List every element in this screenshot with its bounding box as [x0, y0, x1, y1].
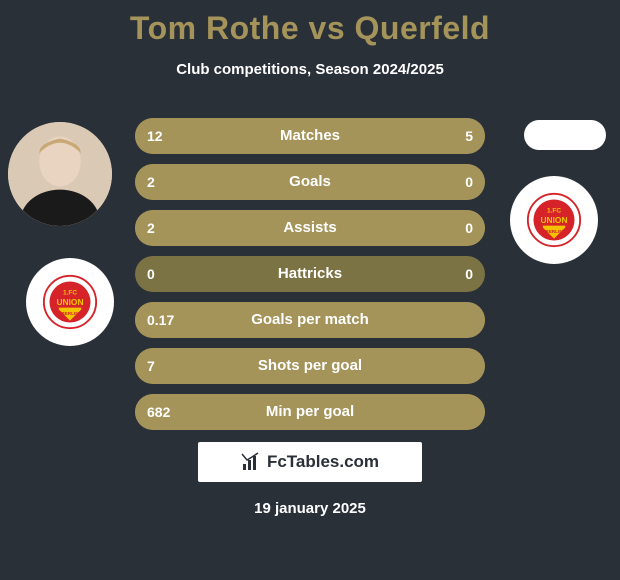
club-right-badge: 1.FC UNION BERLIN: [510, 176, 598, 264]
stat-label: Matches: [135, 118, 485, 154]
player-left-avatar: [8, 122, 112, 226]
svg-text:UNION: UNION: [57, 297, 84, 307]
union-berlin-icon: 1.FC UNION BERLIN: [526, 192, 582, 248]
stat-row: 0 Hattricks 0: [135, 256, 485, 292]
stat-label: Min per goal: [135, 394, 485, 430]
stat-label: Assists: [135, 210, 485, 246]
stat-label: Goals: [135, 164, 485, 200]
stat-value-right: 0: [465, 210, 473, 246]
stat-row: 682 Min per goal: [135, 394, 485, 430]
club-left-badge: 1.FC UNION BERLIN: [26, 258, 114, 346]
svg-text:BERLIN: BERLIN: [61, 311, 79, 316]
stat-value-right: 0: [465, 256, 473, 292]
page-title: Tom Rothe vs Querfeld: [0, 0, 620, 47]
comparison-chart: 12 Matches 5 2 Goals 0 2 Assists 0 0 Hat…: [135, 118, 485, 440]
person-silhouette-icon: [8, 122, 112, 226]
stat-label: Hattricks: [135, 256, 485, 292]
stat-label: Shots per goal: [135, 348, 485, 384]
svg-text:1.FC: 1.FC: [547, 208, 561, 215]
brand-badge: FcTables.com: [198, 442, 422, 482]
union-berlin-icon: 1.FC UNION BERLIN: [42, 274, 98, 330]
stat-row: 12 Matches 5: [135, 118, 485, 154]
brand-text: FcTables.com: [267, 452, 379, 472]
stat-row: 2 Assists 0: [135, 210, 485, 246]
bar-chart-icon: [241, 452, 261, 472]
svg-text:BERLIN: BERLIN: [545, 229, 563, 234]
stat-row: 0.17 Goals per match: [135, 302, 485, 338]
infographic-container: Tom Rothe vs Querfeld Club competitions,…: [0, 0, 620, 580]
date-text: 19 january 2025: [0, 500, 620, 517]
page-subtitle: Club competitions, Season 2024/2025: [0, 61, 620, 78]
player-right-avatar: [524, 120, 606, 150]
stat-row: 2 Goals 0: [135, 164, 485, 200]
stat-value-right: 0: [465, 164, 473, 200]
svg-text:1.FC: 1.FC: [63, 290, 77, 297]
stat-label: Goals per match: [135, 302, 485, 338]
stat-value-right: 5: [465, 118, 473, 154]
stat-row: 7 Shots per goal: [135, 348, 485, 384]
svg-text:UNION: UNION: [541, 215, 568, 225]
